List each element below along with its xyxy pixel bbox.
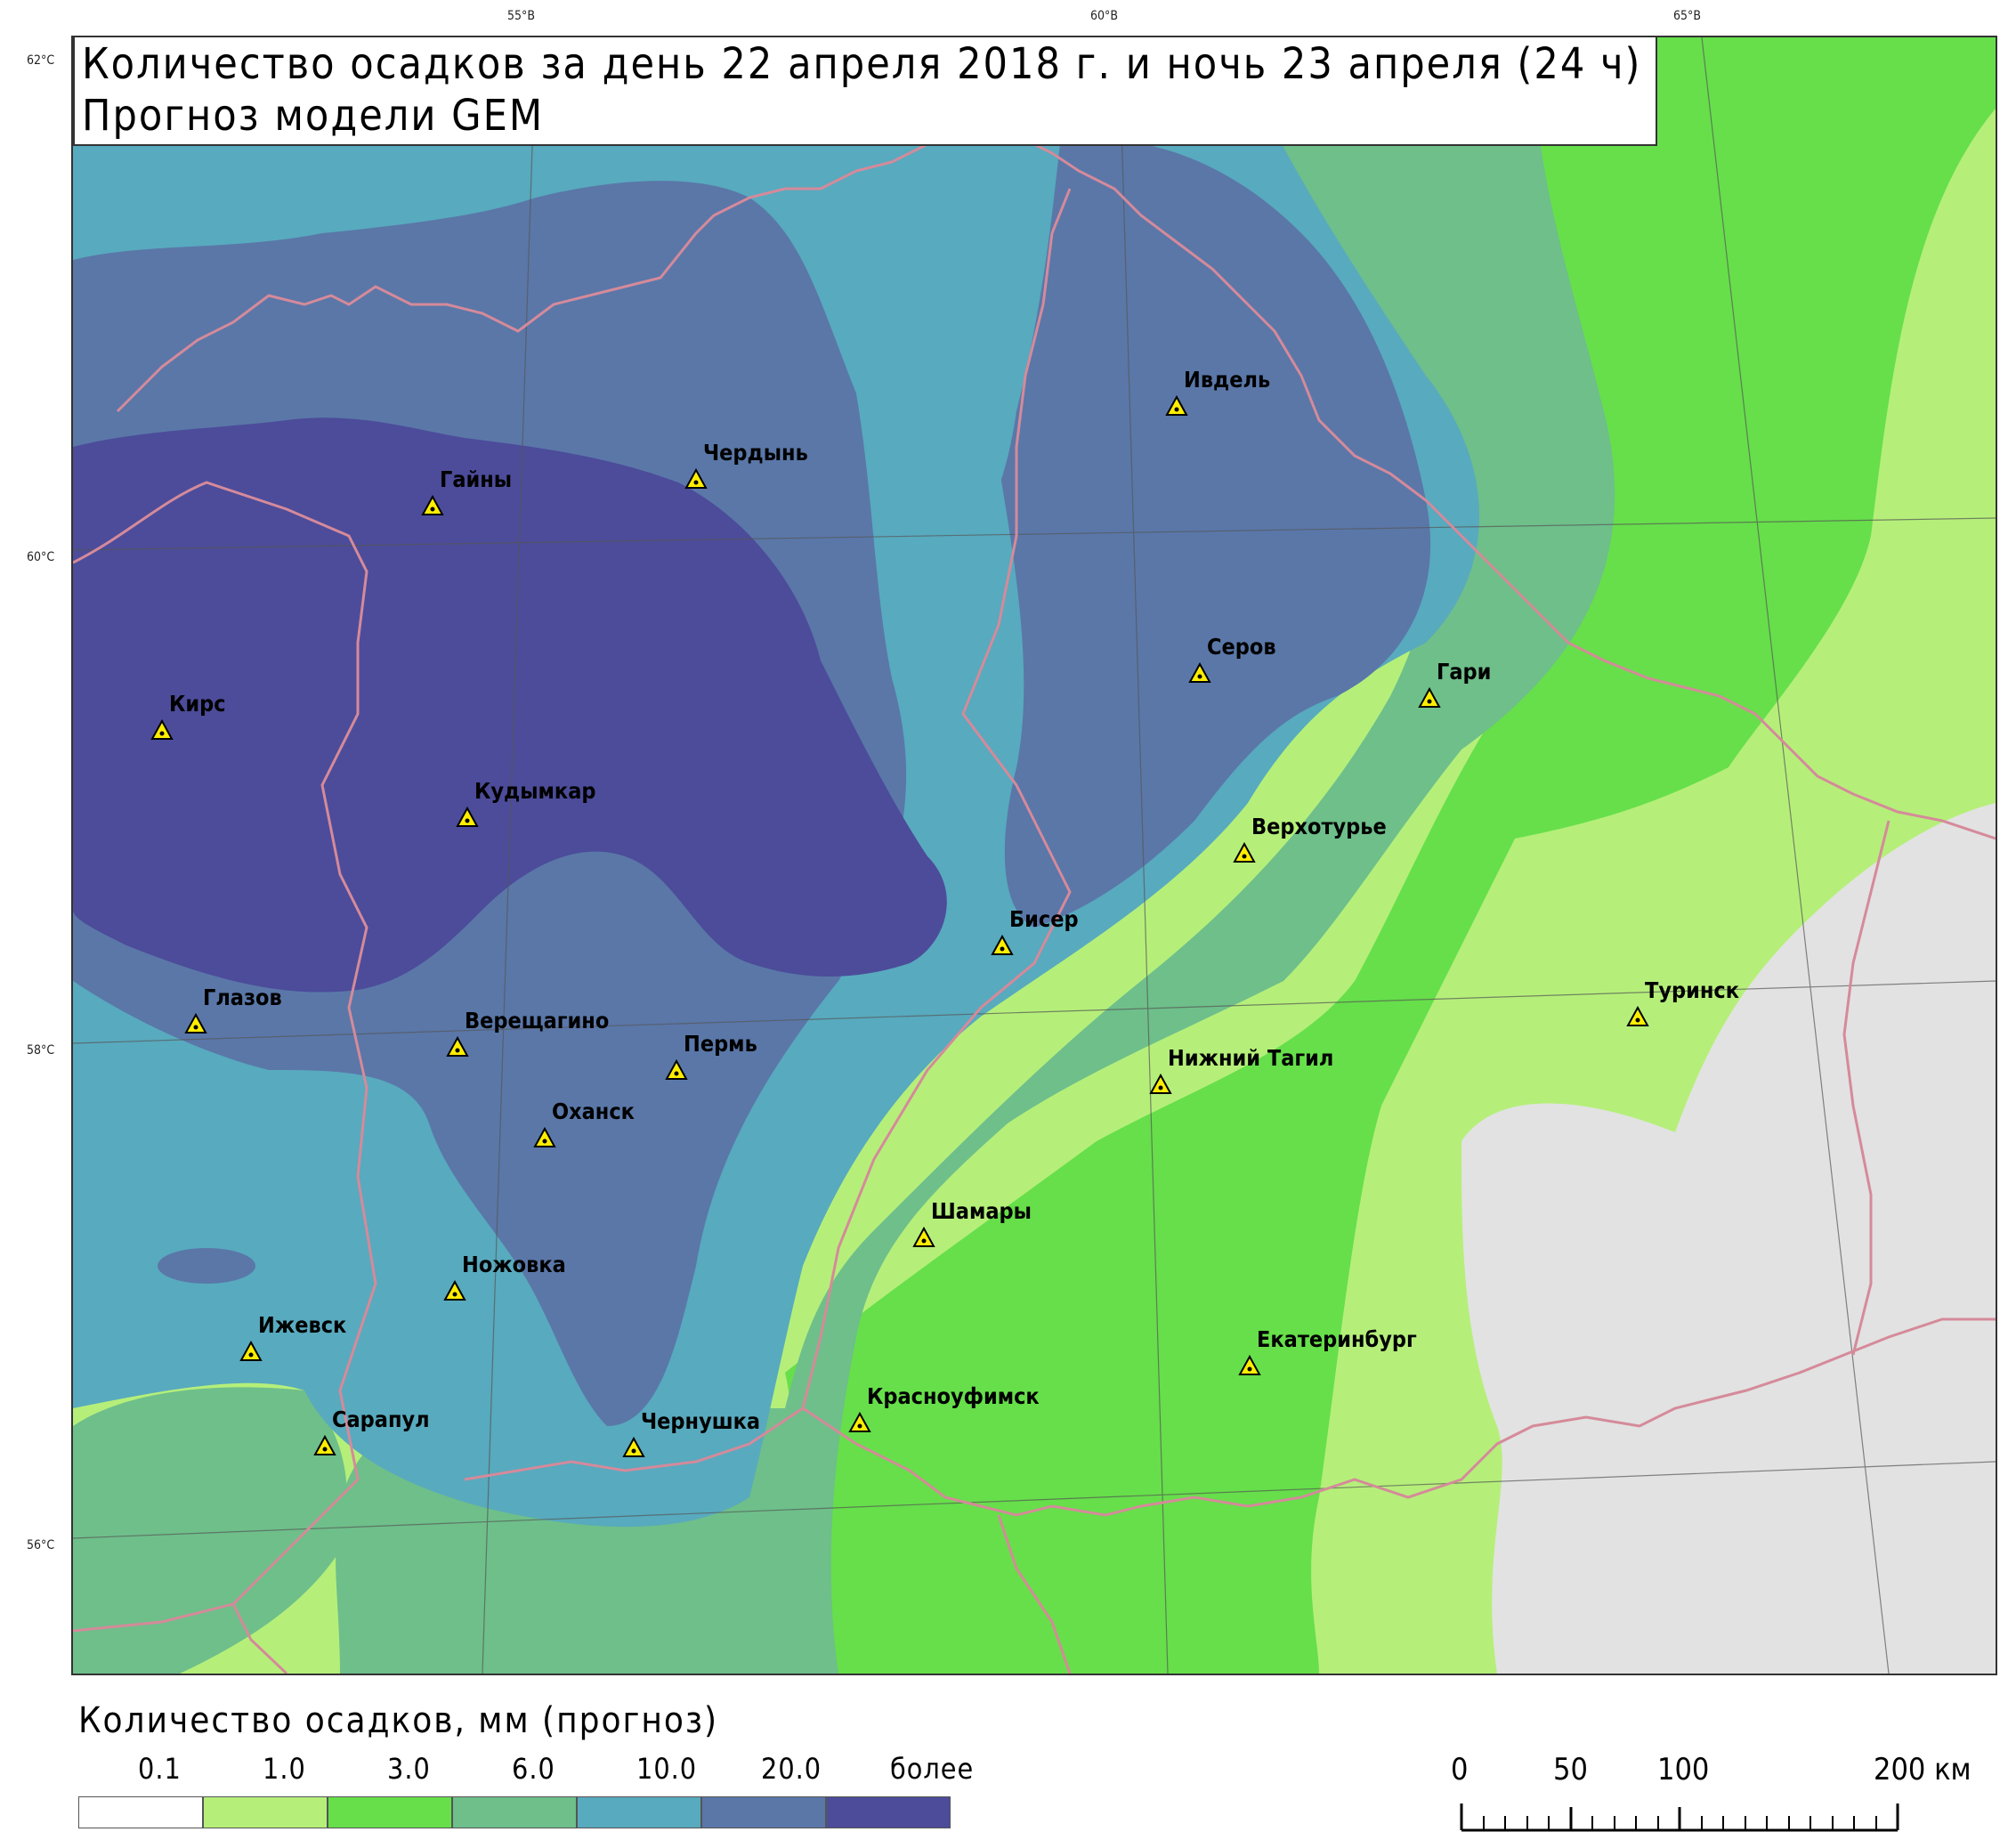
legend-swatch	[203, 1796, 328, 1828]
city-label: Бисер	[1009, 906, 1079, 932]
legend-label: 1.0	[263, 1752, 306, 1786]
city-marker-icon[interactable]	[848, 1412, 871, 1433]
zone-below-1mm	[1461, 803, 1996, 1674]
lat-label-56: 56°С	[27, 1538, 55, 1552]
scale-bar-ruler	[1460, 1804, 1899, 1832]
scale-label-100: 100	[1657, 1752, 1710, 1787]
legend-swatch	[452, 1796, 577, 1828]
legend-label: 3.0	[387, 1752, 431, 1786]
map-subtitle: Прогноз модели GEM	[82, 91, 545, 141]
city-marker-icon[interactable]	[1149, 1074, 1172, 1095]
legend-label: более	[890, 1752, 975, 1786]
city-marker-icon[interactable]	[446, 1036, 469, 1058]
city-label: Красноуфимск	[867, 1383, 1040, 1409]
city-marker-icon[interactable]	[1233, 842, 1256, 863]
lon-label-55: 55°В	[507, 9, 535, 23]
city-label: Чердынь	[703, 440, 808, 466]
city-marker-icon[interactable]	[684, 468, 708, 490]
map-title-box: Количество осадков за день 22 апреля 201…	[73, 36, 1657, 146]
city-label: Чернушка	[641, 1408, 761, 1434]
city-label: Кудымкар	[474, 778, 596, 804]
legend-label: 10.0	[636, 1752, 698, 1786]
city-label: Пермь	[684, 1031, 757, 1057]
city-marker-icon[interactable]	[443, 1280, 466, 1301]
lat-label-62: 62°С	[27, 53, 55, 68]
city-label: Глазов	[203, 985, 282, 1010]
city-label: Кирс	[169, 691, 226, 717]
scale-label-200: 200 км	[1874, 1752, 1971, 1787]
city-marker-icon[interactable]	[1418, 687, 1441, 709]
city-label: Туринск	[1645, 977, 1740, 1003]
legend-label: 6.0	[512, 1752, 555, 1786]
zone-20mm-plus-east	[992, 139, 1431, 928]
lat-label-58: 58°С	[27, 1043, 55, 1058]
city-marker-icon[interactable]	[665, 1059, 688, 1081]
legend-label: 0.1	[138, 1752, 182, 1786]
city-marker-icon[interactable]	[991, 935, 1014, 956]
city-marker-icon[interactable]	[239, 1341, 263, 1362]
lon-label-65: 65°В	[1673, 9, 1701, 23]
city-label: Ижевск	[258, 1312, 347, 1338]
city-marker-icon[interactable]	[622, 1437, 645, 1458]
legend-swatch	[78, 1796, 203, 1828]
map-frame[interactable]: Ивдель Чердынь Гайны Серов Гари Кирс Кудымкар В…	[71, 36, 1997, 1675]
city-marker-icon[interactable]	[533, 1127, 556, 1148]
zone-6-10mm-b	[73, 1387, 347, 1674]
city-marker-icon[interactable]	[1165, 395, 1188, 417]
city-marker-icon[interactable]	[421, 495, 444, 516]
city-label: Ножовка	[462, 1252, 566, 1277]
city-marker-icon[interactable]	[912, 1227, 935, 1248]
city-label: Екатеринбург	[1257, 1326, 1417, 1352]
city-label: Нижний Тагил	[1168, 1045, 1334, 1071]
legend-title: Количество осадков, мм (прогноз)	[78, 1700, 719, 1741]
legend-label: 20.0	[761, 1752, 822, 1786]
lon-label-60: 60°В	[1090, 9, 1118, 23]
map-title: Количество осадков за день 22 апреля 201…	[82, 39, 1642, 89]
zone-6-10mm-a	[336, 37, 1615, 1674]
city-label: Серов	[1207, 634, 1276, 660]
scale-label-0: 0	[1451, 1752, 1469, 1787]
legend-swatch	[826, 1796, 951, 1828]
city-label: Гари	[1437, 659, 1492, 685]
zone-20mm-plus-spot	[158, 1248, 255, 1284]
zone-10-20mm-island	[870, 135, 1061, 575]
city-marker-icon[interactable]	[456, 807, 479, 828]
city-marker-icon[interactable]	[1626, 1006, 1649, 1027]
city-marker-icon[interactable]	[1238, 1355, 1261, 1376]
lat-label-60: 60°С	[27, 550, 55, 564]
city-label: Оханск	[552, 1098, 635, 1124]
city-label: Верещагино	[465, 1008, 610, 1033]
city-marker-icon[interactable]	[150, 719, 174, 741]
city-marker-icon[interactable]	[1188, 662, 1211, 684]
city-label: Верхотурье	[1251, 814, 1387, 839]
city-label: Сарапул	[332, 1406, 430, 1432]
city-label: Шамары	[931, 1198, 1032, 1224]
city-marker-icon[interactable]	[313, 1435, 336, 1456]
precipitation-map[interactable]	[73, 37, 1996, 1674]
legend-swatch	[701, 1796, 826, 1828]
zone-3-6mm	[782, 37, 1996, 1674]
legend-swatch	[577, 1796, 701, 1828]
legend-swatch	[328, 1796, 452, 1828]
scale-label-50: 50	[1553, 1752, 1588, 1787]
city-label: Гайны	[440, 466, 513, 492]
city-marker-icon[interactable]	[184, 1013, 207, 1034]
city-label: Ивдель	[1184, 367, 1271, 393]
zone-max	[73, 417, 947, 993]
